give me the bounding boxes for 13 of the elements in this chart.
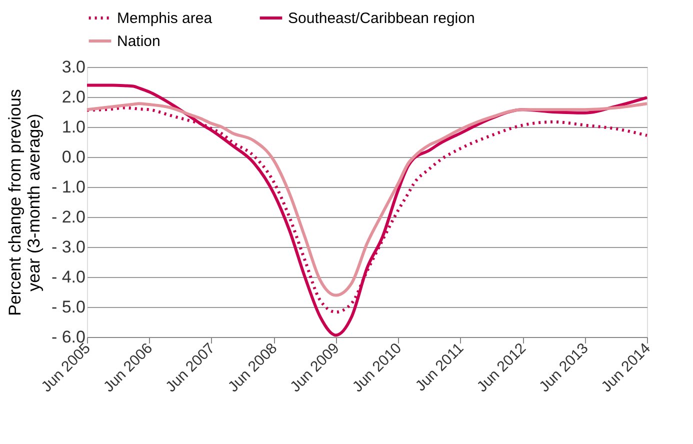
y-tick-label: - 4.0 — [51, 268, 86, 286]
y-tick-label: - 1.0 — [51, 178, 86, 196]
legend-label: Nation — [117, 33, 160, 50]
y-tick-label: 1.0 — [62, 118, 86, 136]
y-tick-label: 2.0 — [62, 88, 86, 106]
y-tick-label: - 5.0 — [51, 298, 86, 316]
legend-label: Memphis area — [117, 10, 213, 27]
y-axis-title: Percent change from previous year (3-month average) — [5, 89, 44, 316]
y-tick-label: - 3.0 — [51, 238, 86, 256]
y-tick-label: 3.0 — [62, 58, 86, 76]
y-tick-label: 0.0 — [62, 148, 86, 166]
y-tick-label: - 2.0 — [51, 208, 86, 226]
legend-label: Southeast/Caribbean region — [288, 10, 475, 27]
